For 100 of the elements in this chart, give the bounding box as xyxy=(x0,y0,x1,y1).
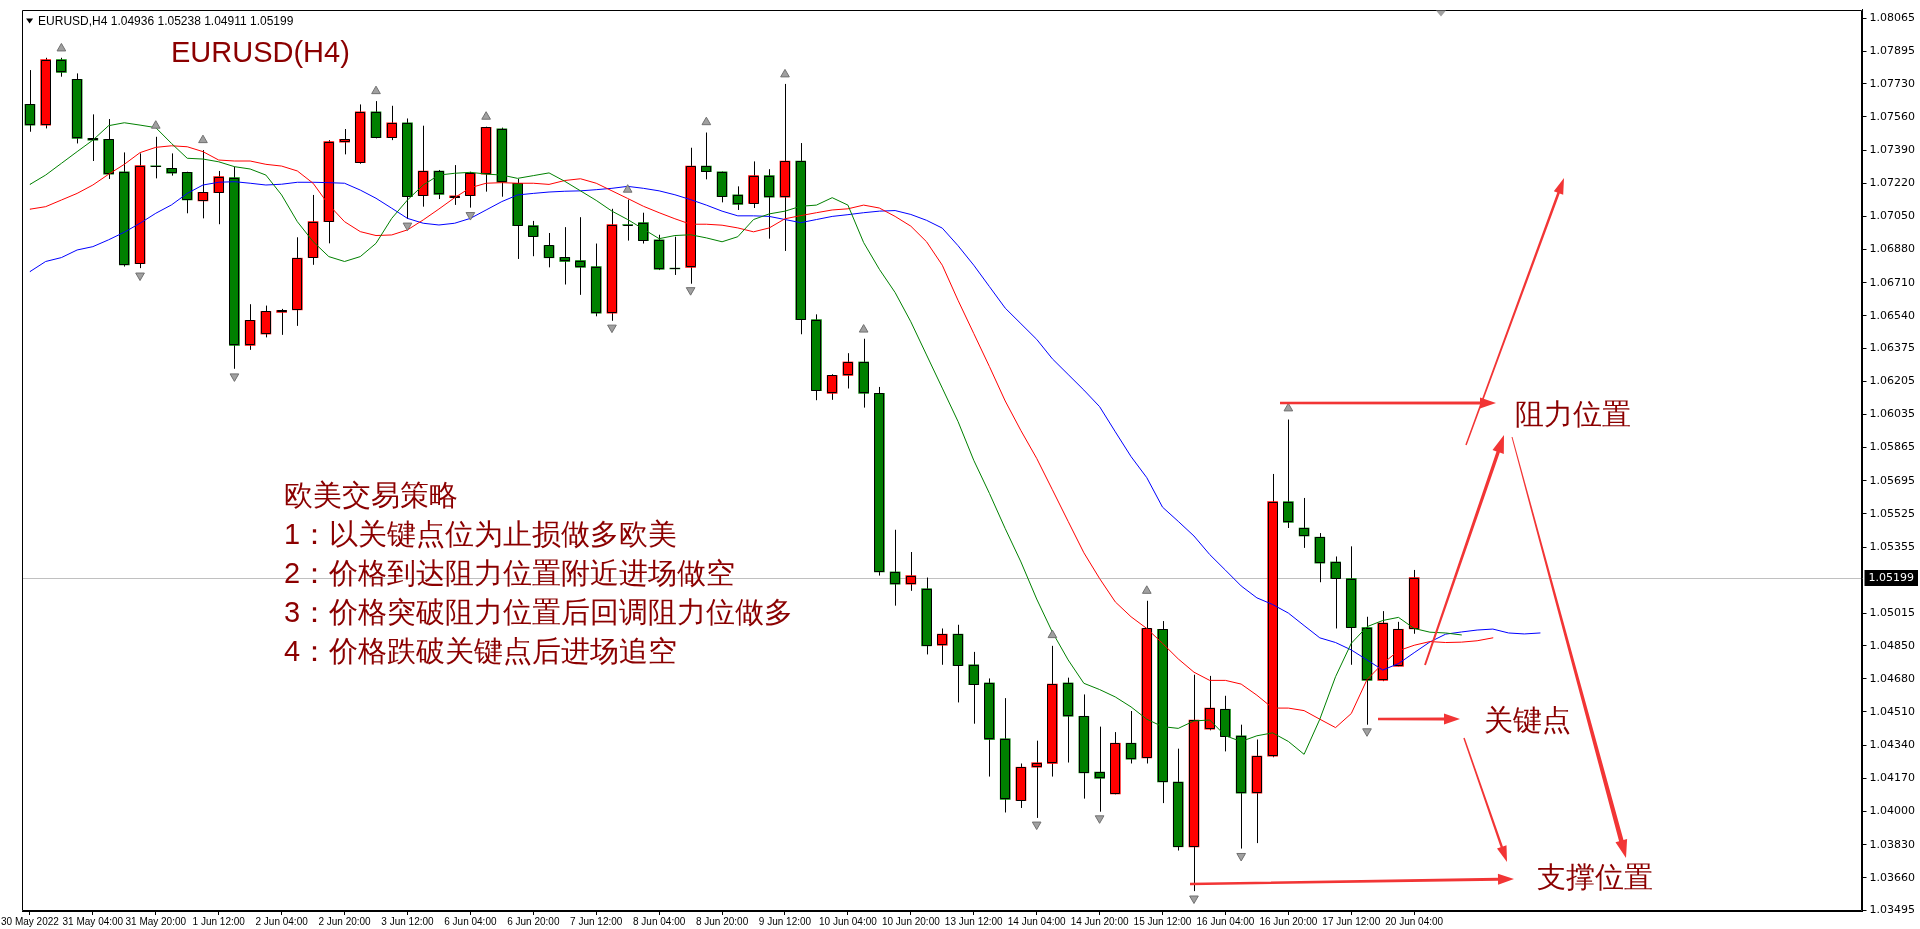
y-tick-label: 1.05355 xyxy=(1869,539,1916,553)
x-tick-label: 7 Jun 12:00 xyxy=(570,915,623,927)
point xyxy=(780,68,790,78)
y-tick-label: 1.06540 xyxy=(1869,308,1916,322)
y-tick-label: 1.07560 xyxy=(1869,109,1916,123)
annotation: 1：以关键点位为止损做多欧美 xyxy=(284,518,678,550)
y-tick-label: 1.04680 xyxy=(1869,671,1916,685)
y-tick-label: 1.06035 xyxy=(1869,407,1916,421)
point xyxy=(1362,728,1372,737)
annotation: 关键点 xyxy=(1484,704,1571,736)
y-tick-label: 1.07895 xyxy=(1869,44,1916,58)
annotation: 阻力位置 xyxy=(1515,398,1631,430)
candlestick xyxy=(339,128,350,155)
point xyxy=(56,42,67,52)
candlestick xyxy=(465,171,476,209)
x-tick-label: 31 May 04:00 xyxy=(62,915,124,927)
candlestick xyxy=(449,164,460,206)
x-tick-label: 17 Jun 12:00 xyxy=(1322,915,1381,927)
candlestick xyxy=(1094,726,1105,813)
annotation: 4：价格跌破关键点后进场追空 xyxy=(284,635,678,667)
point xyxy=(1047,629,1058,639)
point xyxy=(607,324,617,334)
x-tick-label: 10 Jun 04:00 xyxy=(818,915,878,927)
candlestick xyxy=(638,212,649,245)
y-tick-label: 1.07050 xyxy=(1869,209,1916,223)
x-tick-label: 2 Jun 20:00 xyxy=(318,915,372,927)
candlestick xyxy=(386,105,398,141)
y-tick-label: 1.05695 xyxy=(1869,473,1916,487)
x-tick-label: 16 Jun 04:00 xyxy=(1196,915,1255,927)
candlestick xyxy=(1330,555,1341,629)
y-tick-label: 1.03830 xyxy=(1869,837,1916,851)
candlestick xyxy=(276,308,287,336)
chart-title: EURUSD,H4 1.04936 1.05238 1.04911 1.05199 xyxy=(38,13,294,28)
candlestick xyxy=(1298,497,1310,549)
y-tick-label: 1.07390 xyxy=(1869,142,1916,156)
candlestick xyxy=(527,220,539,257)
candlestick xyxy=(166,152,177,177)
x-tick-label: 8 Jun 20:00 xyxy=(695,915,749,927)
x-tick-label: 30 May 2022 xyxy=(1,915,60,927)
y-tick-label: 1.04000 xyxy=(1869,804,1916,818)
candlestick xyxy=(763,168,775,240)
candlestick xyxy=(905,551,917,592)
y-tick-label: 1.04850 xyxy=(1869,638,1916,652)
point xyxy=(481,111,491,120)
annotation: 2：价格到达阻力位置附近进场做空 xyxy=(284,557,736,589)
y-tick-label: 1.04340 xyxy=(1869,738,1916,752)
point xyxy=(1094,815,1105,824)
y-tick-label: 1.04510 xyxy=(1869,704,1916,718)
candlestick xyxy=(826,373,838,401)
point xyxy=(701,116,712,126)
candlestick xyxy=(260,305,272,338)
x-tick-label: 13 Jun 12:00 xyxy=(944,915,1004,927)
x-tick-label: 2 Jun 04:00 xyxy=(255,915,309,927)
candlestick xyxy=(968,651,980,725)
point xyxy=(1236,852,1246,862)
y-tick-label: 1.06880 xyxy=(1869,242,1916,256)
x-tick-label: 16 Jun 20:00 xyxy=(1259,915,1318,927)
x-tick-label: 10 Jun 20:00 xyxy=(881,915,941,927)
candlestick xyxy=(732,185,744,211)
text: EURUSD(H4) xyxy=(171,36,350,68)
candlestick xyxy=(197,149,209,219)
annotation: 3：价格突破阻力位置后回调阻力位做多 xyxy=(284,596,794,628)
x-tick-label: 8 Jun 04:00 xyxy=(633,915,686,927)
candlestick xyxy=(56,57,67,78)
x-tick-label: 31 May 20:00 xyxy=(125,915,187,927)
y-tick-label: 1.05015 xyxy=(1869,606,1916,620)
x-tick-label: 6 Jun 04:00 xyxy=(444,915,497,927)
x-tick-label: 15 Jun 12:00 xyxy=(1133,915,1192,927)
annotation: 欧美交易策略 xyxy=(284,479,458,511)
y-tick-label: 1.04170 xyxy=(1869,771,1916,785)
ref-line-label: 1.05199 xyxy=(1868,571,1915,585)
x-tick-label: 3 Jun 12:00 xyxy=(381,915,435,927)
candlestick xyxy=(213,170,225,225)
point xyxy=(150,120,161,129)
candlestick xyxy=(889,529,901,607)
candlestick xyxy=(842,352,854,389)
x-tick-label: 6 Jun 20:00 xyxy=(507,915,560,927)
x-tick-label: 1 Jun 12:00 xyxy=(192,915,246,927)
y-tick-label: 1.07220 xyxy=(1869,176,1916,190)
point xyxy=(198,134,208,144)
y-tick-label: 1.07730 xyxy=(1869,76,1916,90)
candlestick xyxy=(1283,419,1294,529)
point xyxy=(1031,821,1042,831)
point xyxy=(685,287,696,296)
y-tick-label: 1.03495 xyxy=(1869,902,1916,916)
point xyxy=(371,85,381,95)
x-tick-label: 14 Jun 20:00 xyxy=(1070,915,1129,927)
candlestick xyxy=(701,132,712,180)
point xyxy=(1141,585,1152,594)
y-tick-label: 1.06375 xyxy=(1869,340,1916,354)
point xyxy=(622,184,633,193)
annotation: 支撑位置 xyxy=(1537,861,1653,893)
y-tick-label: 1.03660 xyxy=(1869,870,1916,884)
y-tick-label: 1.08065 xyxy=(1869,11,1916,25)
point xyxy=(1189,895,1199,905)
candlestick xyxy=(559,226,571,286)
candlestick xyxy=(24,69,36,133)
y-tick-label: 1.05865 xyxy=(1869,440,1916,454)
point xyxy=(229,373,240,382)
candlestick xyxy=(936,627,948,666)
